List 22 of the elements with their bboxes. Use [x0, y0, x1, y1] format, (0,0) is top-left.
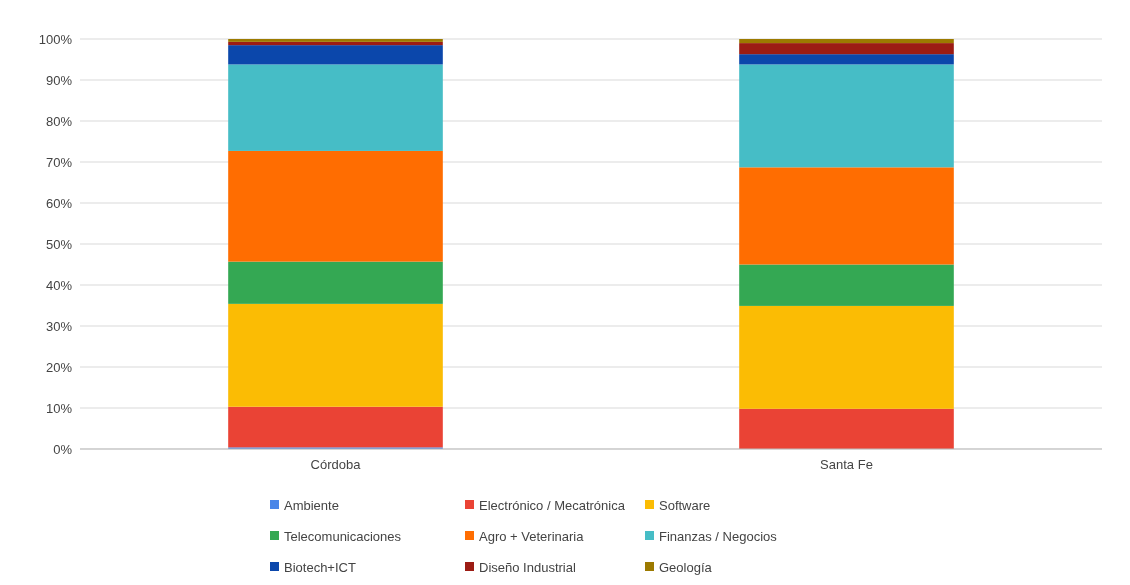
legend-label: Agro + Veterinaria — [479, 528, 585, 544]
y-tick-label: 0% — [53, 441, 73, 457]
y-tick-label: 50% — [45, 236, 73, 252]
y-tick-label: 100% — [38, 31, 73, 47]
y-tick-label: 70% — [45, 154, 73, 170]
x-tick-label: Córdoba — [310, 457, 362, 472]
legend-label: Ambiente — [284, 497, 339, 513]
legend-label: Electrónico / Mecatrónica — [479, 497, 626, 513]
y-tick-label: 30% — [45, 318, 73, 334]
legend-label: Telecomunicaciones — [284, 528, 402, 544]
y-tick-label: 20% — [45, 359, 73, 375]
legend-label: Software — [659, 497, 711, 513]
y-tick-label: 60% — [45, 195, 73, 211]
y-tick-label: 80% — [45, 113, 73, 129]
y-tick-label: 90% — [45, 72, 73, 88]
y-tick-label: 10% — [45, 400, 73, 416]
y-tick-label: 40% — [45, 277, 73, 293]
legend-label: Geología — [659, 559, 713, 575]
legend-label: Diseño Industrial — [479, 559, 576, 575]
legend-label: Finanzas / Negocios — [659, 528, 778, 544]
legend-label: Biotech+ICT — [284, 559, 356, 575]
x-tick-label: Santa Fe — [820, 457, 873, 472]
